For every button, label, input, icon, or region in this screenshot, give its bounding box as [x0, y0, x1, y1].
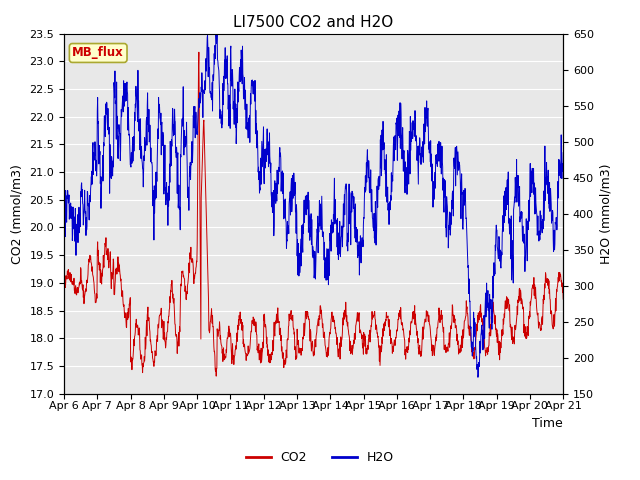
H2O	[212, 31, 220, 36]
CO2	[212, 373, 220, 379]
CO2	[292, 357, 300, 362]
CO2	[283, 355, 291, 360]
CO2	[345, 331, 353, 337]
CO2	[99, 266, 106, 272]
H2O	[99, 153, 106, 158]
Legend: CO2, H2O: CO2, H2O	[241, 446, 399, 469]
H2O	[474, 374, 482, 380]
H2O	[272, 180, 280, 186]
H2O	[344, 239, 352, 245]
Title: LI7500 CO2 and H2O: LI7500 CO2 and H2O	[234, 15, 394, 30]
Text: MB_flux: MB_flux	[72, 47, 124, 60]
Y-axis label: H2O (mmol/m3): H2O (mmol/m3)	[600, 163, 612, 264]
H2O	[119, 93, 127, 99]
X-axis label: Time: Time	[532, 417, 563, 430]
Line: H2O: H2O	[64, 34, 563, 377]
Y-axis label: CO2 (mmol/m3): CO2 (mmol/m3)	[11, 164, 24, 264]
H2O	[292, 209, 300, 215]
H2O	[60, 217, 68, 223]
Line: CO2: CO2	[64, 52, 563, 376]
CO2	[273, 312, 280, 317]
CO2	[195, 49, 203, 55]
CO2	[119, 298, 127, 303]
H2O	[283, 245, 291, 251]
CO2	[559, 296, 567, 302]
H2O	[559, 150, 567, 156]
CO2	[60, 278, 68, 284]
